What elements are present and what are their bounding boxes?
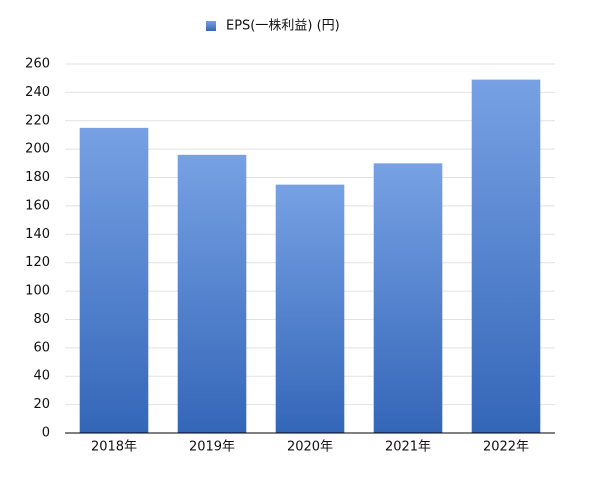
x-tick-label: 2021年 <box>385 440 431 455</box>
y-tick-label: 20 <box>33 397 50 412</box>
y-tick-label: 120 <box>25 255 50 270</box>
y-tick-label: 140 <box>25 227 50 242</box>
bar <box>471 79 541 433</box>
y-tick-label: 100 <box>25 284 50 299</box>
y-tick-label: 80 <box>33 312 50 327</box>
bar <box>373 163 443 433</box>
legend-label: EPS(一株利益) (円) <box>226 19 340 34</box>
bar <box>79 127 149 433</box>
y-tick-label: 160 <box>25 198 50 213</box>
y-tick-label: 200 <box>25 142 50 157</box>
x-tick-label: 2019年 <box>189 440 235 455</box>
x-tick-label: 2018年 <box>91 440 137 455</box>
y-tick-label: 60 <box>33 340 50 355</box>
y-tick-label: 0 <box>42 426 50 441</box>
y-tick-label: 260 <box>25 57 50 72</box>
y-tick-label: 40 <box>33 369 50 384</box>
legend-swatch <box>206 21 216 31</box>
x-tick-label: 2020年 <box>287 440 333 455</box>
y-tick-label: 240 <box>25 85 50 100</box>
x-tick-label: 2022年 <box>483 440 529 455</box>
y-tick-label: 180 <box>25 170 50 185</box>
bar <box>275 184 345 433</box>
y-tick-label: 220 <box>25 113 50 128</box>
bar <box>177 154 247 434</box>
